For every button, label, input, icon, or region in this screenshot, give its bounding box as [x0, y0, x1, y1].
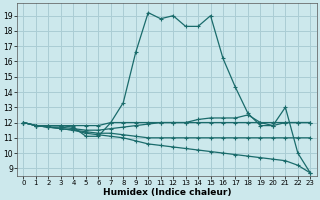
- X-axis label: Humidex (Indice chaleur): Humidex (Indice chaleur): [103, 188, 231, 197]
